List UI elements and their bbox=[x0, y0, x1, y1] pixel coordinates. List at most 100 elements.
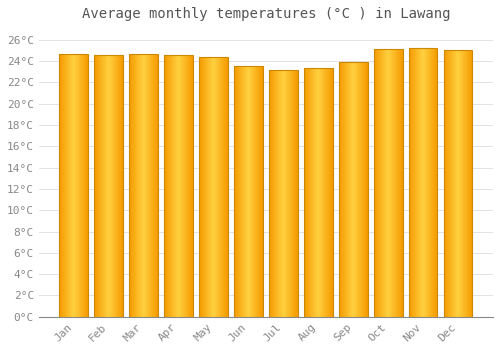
Bar bbox=[331, 69, 332, 317]
Bar bbox=[330, 69, 331, 317]
Bar bbox=[168, 55, 169, 317]
Bar bbox=[276, 70, 277, 317]
Bar bbox=[329, 69, 330, 317]
Bar bbox=[256, 66, 257, 317]
Bar bbox=[315, 69, 316, 317]
Bar bbox=[218, 57, 220, 317]
Bar bbox=[431, 48, 432, 317]
Bar bbox=[249, 66, 250, 317]
Bar bbox=[435, 48, 436, 317]
Bar bbox=[95, 55, 96, 317]
Title: Average monthly temperatures (°C ) in Lawang: Average monthly temperatures (°C ) in La… bbox=[82, 7, 450, 21]
Bar bbox=[62, 54, 63, 317]
Bar bbox=[320, 69, 321, 317]
Bar bbox=[130, 54, 131, 317]
Bar bbox=[350, 62, 351, 317]
Bar bbox=[290, 70, 291, 317]
Bar bbox=[147, 54, 148, 317]
Bar bbox=[316, 69, 317, 317]
Bar bbox=[366, 62, 367, 317]
Bar bbox=[342, 62, 343, 317]
Bar bbox=[456, 50, 457, 317]
Bar bbox=[270, 70, 271, 317]
Bar bbox=[145, 54, 146, 317]
Bar bbox=[418, 48, 419, 317]
Bar bbox=[423, 48, 424, 317]
Bar bbox=[141, 54, 142, 317]
Bar bbox=[146, 54, 147, 317]
Bar bbox=[278, 70, 279, 317]
Bar bbox=[186, 55, 187, 317]
Bar bbox=[411, 48, 412, 317]
Bar bbox=[181, 55, 182, 317]
Bar bbox=[394, 49, 395, 317]
Bar bbox=[208, 57, 209, 317]
Bar bbox=[384, 49, 385, 317]
Bar bbox=[115, 55, 116, 317]
Bar bbox=[326, 69, 327, 317]
Bar bbox=[347, 62, 348, 317]
Bar bbox=[287, 70, 288, 317]
Bar bbox=[164, 55, 193, 317]
Bar bbox=[323, 69, 324, 317]
Bar bbox=[269, 70, 270, 317]
Bar bbox=[202, 57, 203, 317]
Bar bbox=[167, 55, 168, 317]
Bar bbox=[120, 55, 122, 317]
Bar bbox=[400, 49, 401, 317]
Bar bbox=[398, 49, 399, 317]
Bar bbox=[253, 66, 254, 317]
Bar bbox=[451, 50, 452, 317]
Bar bbox=[436, 48, 437, 317]
Bar bbox=[178, 55, 179, 317]
Bar bbox=[310, 69, 311, 317]
Bar bbox=[241, 66, 242, 317]
Bar bbox=[311, 69, 312, 317]
Bar bbox=[273, 70, 274, 317]
Bar bbox=[144, 54, 145, 317]
Bar bbox=[203, 57, 204, 317]
Bar bbox=[204, 57, 205, 317]
Bar bbox=[76, 54, 77, 317]
Bar bbox=[459, 50, 460, 317]
Bar bbox=[85, 54, 86, 317]
Bar bbox=[78, 54, 79, 317]
Bar bbox=[260, 66, 261, 317]
Bar bbox=[284, 70, 285, 317]
Bar bbox=[135, 54, 136, 317]
Bar bbox=[83, 54, 84, 317]
Bar bbox=[104, 55, 106, 317]
Bar bbox=[245, 66, 246, 317]
Bar bbox=[74, 54, 75, 317]
Bar bbox=[100, 55, 102, 317]
Bar bbox=[199, 57, 200, 317]
Bar bbox=[452, 50, 453, 317]
Bar bbox=[374, 49, 402, 317]
Bar bbox=[296, 70, 297, 317]
Bar bbox=[242, 66, 244, 317]
Bar bbox=[257, 66, 258, 317]
Bar bbox=[139, 54, 140, 317]
Bar bbox=[171, 55, 172, 317]
Bar bbox=[304, 69, 305, 317]
Bar bbox=[461, 50, 462, 317]
Bar bbox=[308, 69, 309, 317]
Bar bbox=[209, 57, 210, 317]
Bar bbox=[114, 55, 115, 317]
Bar bbox=[177, 55, 178, 317]
Bar bbox=[358, 62, 359, 317]
Bar bbox=[399, 49, 400, 317]
Bar bbox=[251, 66, 252, 317]
Bar bbox=[339, 62, 340, 317]
Bar bbox=[112, 55, 114, 317]
Bar bbox=[427, 48, 428, 317]
Bar bbox=[374, 49, 375, 317]
Bar bbox=[224, 57, 225, 317]
Bar bbox=[376, 49, 377, 317]
Bar bbox=[68, 54, 69, 317]
Bar bbox=[86, 54, 87, 317]
Bar bbox=[460, 50, 461, 317]
Bar bbox=[221, 57, 222, 317]
Bar bbox=[61, 54, 62, 317]
Bar bbox=[137, 54, 138, 317]
